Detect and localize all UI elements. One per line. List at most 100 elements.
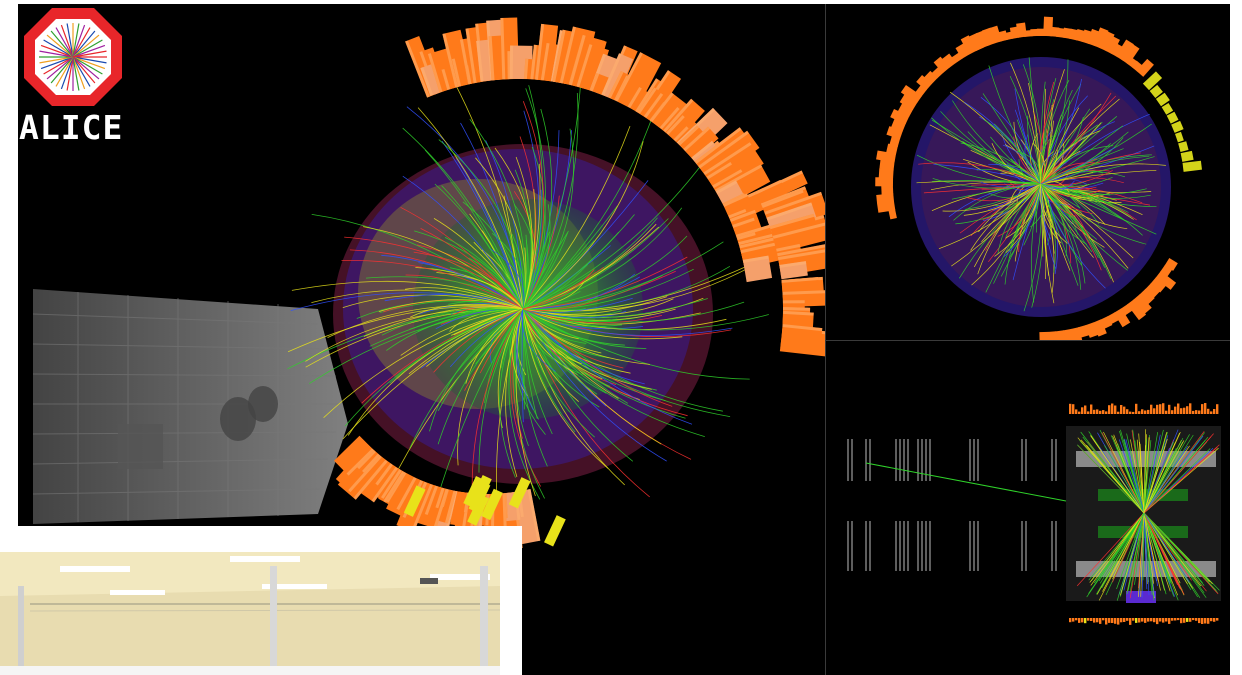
track <box>522 308 525 410</box>
track <box>522 207 683 310</box>
track <box>323 308 524 418</box>
track <box>441 140 524 310</box>
track <box>344 308 524 427</box>
track <box>455 157 524 310</box>
track <box>522 163 541 310</box>
track <box>471 308 524 487</box>
track <box>515 308 524 394</box>
track <box>522 240 595 310</box>
track <box>311 289 524 310</box>
track <box>522 141 644 310</box>
track <box>522 217 658 310</box>
rhoz-muon-chambers <box>847 439 1057 571</box>
calorimeter-tower <box>742 255 773 283</box>
main-3d-view: ALICE <box>18 4 825 675</box>
yellow-tower <box>481 488 503 521</box>
track <box>417 244 524 310</box>
track <box>522 308 579 403</box>
main-calorimeter-towers <box>334 17 825 555</box>
muon-absorber-grid <box>32 292 340 522</box>
track <box>522 266 604 310</box>
track <box>287 306 524 353</box>
track <box>522 308 705 437</box>
muon-absorber <box>33 289 348 524</box>
lab-photo <box>0 526 522 675</box>
track <box>522 308 650 498</box>
track <box>438 139 524 310</box>
track <box>400 308 524 356</box>
track <box>522 308 686 419</box>
track <box>522 159 706 310</box>
track <box>455 84 524 310</box>
alice-logo-text: ALICE <box>19 108 124 147</box>
rphi-view <box>826 4 1230 340</box>
track <box>436 308 524 499</box>
main-tracks <box>287 79 769 503</box>
track <box>521 308 524 423</box>
rhoz-calorimeter <box>1069 403 1219 625</box>
alice-logo: ALICE <box>18 4 128 147</box>
track <box>522 275 663 310</box>
track <box>515 308 536 497</box>
track <box>522 308 750 380</box>
track <box>384 293 524 310</box>
rphi-calorimeter <box>875 16 1202 340</box>
track <box>522 273 636 310</box>
calorimeter-tower <box>715 180 744 206</box>
track <box>402 127 524 310</box>
track <box>522 308 582 365</box>
track <box>522 128 574 310</box>
rphi-tracks <box>916 57 1166 312</box>
track <box>402 175 524 310</box>
calorimeter-tower <box>780 324 823 352</box>
track <box>309 308 524 384</box>
track <box>522 308 595 438</box>
track <box>479 308 524 374</box>
track <box>522 282 584 310</box>
track <box>444 237 524 310</box>
calorimeter-tower <box>601 53 634 101</box>
track <box>449 308 524 368</box>
calorimeter-tower <box>779 261 808 280</box>
track <box>383 299 524 313</box>
rhoz-view <box>826 341 1230 675</box>
horizontal-divider <box>826 340 1230 341</box>
track <box>522 308 598 395</box>
track <box>457 308 524 466</box>
track <box>437 308 524 411</box>
track <box>522 308 617 385</box>
track <box>522 308 701 325</box>
track <box>522 308 673 407</box>
track <box>522 235 688 310</box>
rhoz-svg <box>847 403 1221 625</box>
track <box>363 226 524 310</box>
track <box>522 204 551 310</box>
rhoz-tracks <box>1076 429 1220 601</box>
track <box>521 308 556 372</box>
calorimeter-tower <box>649 92 691 135</box>
alice-logo-icon <box>24 8 122 106</box>
yellow-tower <box>403 485 426 517</box>
track <box>522 231 620 310</box>
vertical-divider <box>825 4 826 675</box>
track <box>522 308 609 469</box>
calorimeter-tower <box>614 52 662 112</box>
calorimeter-tower <box>772 222 825 254</box>
rphi-svg <box>875 16 1202 340</box>
track <box>522 265 749 312</box>
track <box>522 308 733 336</box>
main-3d-svg <box>32 17 825 555</box>
track <box>522 308 623 327</box>
track <box>413 251 524 310</box>
track <box>478 308 524 473</box>
track <box>469 119 526 310</box>
track <box>522 308 693 425</box>
track <box>499 308 524 478</box>
yellow-tower <box>508 477 531 509</box>
track <box>434 183 524 310</box>
calorimeter-tower <box>576 44 610 93</box>
track <box>522 125 631 310</box>
track <box>341 260 524 310</box>
calorimeter-tower <box>683 126 719 161</box>
track <box>327 304 524 338</box>
